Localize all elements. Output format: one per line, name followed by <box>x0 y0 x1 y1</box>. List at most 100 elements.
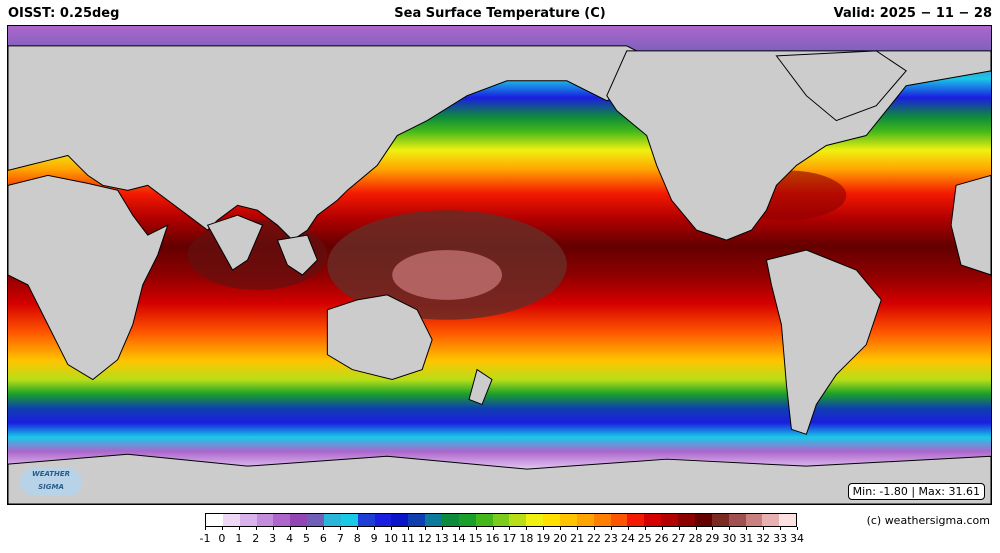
colorbar-segment <box>256 514 274 526</box>
colorbar-tick <box>475 527 477 530</box>
colorbar-tick <box>594 527 596 530</box>
colorbar-tick <box>560 527 562 530</box>
colorbar-tick <box>509 527 511 530</box>
colorbar-segment <box>273 514 291 526</box>
colorbar-segment <box>442 514 459 526</box>
colorbar-tick <box>627 527 629 530</box>
colorbar-segment <box>779 514 797 526</box>
colorbar-segment <box>711 514 729 526</box>
colorbar-tick-label: 13 <box>434 532 449 545</box>
colorbar-segment <box>374 514 392 526</box>
sst-map-canvas <box>8 26 991 504</box>
colorbar-tick-label: 5 <box>302 532 310 545</box>
colorbar-segment <box>745 514 763 526</box>
colorbar-segment <box>644 514 662 526</box>
colorbar-segment <box>678 514 695 526</box>
colorbar-tick-label: 25 <box>637 532 652 545</box>
india-land <box>206 214 264 271</box>
colorbar-tick-label: 18 <box>519 532 534 545</box>
colorbar-tick-label: 24 <box>620 532 635 545</box>
colorbar-tick-label: 2 <box>252 532 260 545</box>
colorbar-segment <box>408 514 426 526</box>
colorbar-tick <box>289 527 291 530</box>
product-label: OISST: 0.25deg <box>8 6 120 21</box>
colorbar-tick-label: 23 <box>603 532 618 545</box>
colorbar-tick-label: 28 <box>688 532 703 545</box>
colorbar-segment <box>222 514 240 526</box>
colorbar-tick <box>391 527 393 530</box>
colorbar-tick-label: 10 <box>384 532 399 545</box>
southeast-asia-land <box>276 234 318 276</box>
greenland-land <box>775 50 907 122</box>
colorbar-tick <box>374 527 376 530</box>
landmasses <box>8 45 991 504</box>
colorbar-tick <box>424 527 426 530</box>
colorbar-tick <box>577 527 579 530</box>
colorbar-tick <box>458 527 460 530</box>
colorbar-tick <box>323 527 325 530</box>
sst-map[interactable]: WEATHER SIGMA Min: -1.80 | Max: 31.61 <box>7 25 992 505</box>
colorbar-tick-label: 0 <box>218 532 226 545</box>
colorbar-tick-label: 27 <box>671 532 686 545</box>
colorbar-tick-label: 14 <box>451 532 466 545</box>
colorbar-tick <box>221 527 223 530</box>
south-america-land <box>765 249 882 435</box>
colorbar-tick <box>357 527 359 530</box>
antarctica-land <box>8 453 991 504</box>
colorbar-tick-label: 20 <box>553 532 568 545</box>
colorbar-tick <box>729 527 731 530</box>
colorbar-tick-label: 4 <box>286 532 294 545</box>
colorbar-tick-label: 16 <box>485 532 500 545</box>
colorbar-segment <box>509 514 527 526</box>
colorbar-tick <box>543 527 545 530</box>
colorbar-segment <box>627 514 645 526</box>
colorbar-segment <box>492 514 510 526</box>
temperature-colorbar <box>205 513 797 527</box>
colorbar-segment <box>610 514 628 526</box>
colorbar-segment <box>728 514 746 526</box>
colorbar-tick-label: 33 <box>773 532 788 545</box>
colorbar-tick-label: 30 <box>722 532 737 545</box>
colorbar-tick <box>205 527 206 530</box>
colorbar-tick <box>610 527 612 530</box>
colorbar-tick-label: 12 <box>417 532 432 545</box>
colorbar-tick <box>763 527 765 530</box>
colorbar-segment <box>290 514 308 526</box>
colorbar-tick-label: 19 <box>536 532 551 545</box>
map-title: Sea Surface Temperature (C) <box>394 6 606 21</box>
colorbar-tick-label: 6 <box>319 532 327 545</box>
colorbar-tick-label: 8 <box>353 532 361 545</box>
colorbar-segment <box>593 514 611 526</box>
colorbar-tick-label: 26 <box>654 532 669 545</box>
colorbar-tick-label: 1 <box>235 532 243 545</box>
min-max-readout: Min: -1.80 | Max: 31.61 <box>847 483 985 500</box>
colorbar-tick <box>492 527 494 530</box>
colorbar-tick <box>678 527 680 530</box>
colorbar-tick-label: 17 <box>502 532 517 545</box>
colorbar-tick <box>272 527 274 530</box>
colorbar-segment <box>762 514 780 526</box>
new-zealand-land <box>468 368 493 406</box>
colorbar-tick-label: -1 <box>199 532 211 545</box>
north-america-land <box>606 50 991 241</box>
colorbar-tick <box>526 527 528 530</box>
colorbar-tick-label: 34 <box>790 532 804 545</box>
colorbar-segment <box>391 514 409 526</box>
colorbar-tick <box>797 527 798 530</box>
colorbar-tick <box>340 527 342 530</box>
colorbar-segment <box>576 514 594 526</box>
colorbar-tick-labels: -1 0 1 2 3 4 5 6 7 8 9 10 11 12 13 14 15 16 17 18 19 20 21 22 23… <box>200 527 804 547</box>
colorbar-segment <box>560 514 577 526</box>
copyright-text: (c) weathersigma.com <box>866 514 990 527</box>
colorbar-tick <box>238 527 240 530</box>
colorbar-tick <box>407 527 409 530</box>
colorbar-tick-label: 29 <box>705 532 720 545</box>
colorbar-tick <box>712 527 714 530</box>
colorbar-tick <box>780 527 782 530</box>
eurasia-land <box>8 45 668 241</box>
colorbar-tick <box>644 527 646 530</box>
colorbar-segment <box>239 514 257 526</box>
colorbar-segment <box>324 514 341 526</box>
colorbar-tick-label: 22 <box>587 532 602 545</box>
colorbar-tick-label: 21 <box>570 532 585 545</box>
